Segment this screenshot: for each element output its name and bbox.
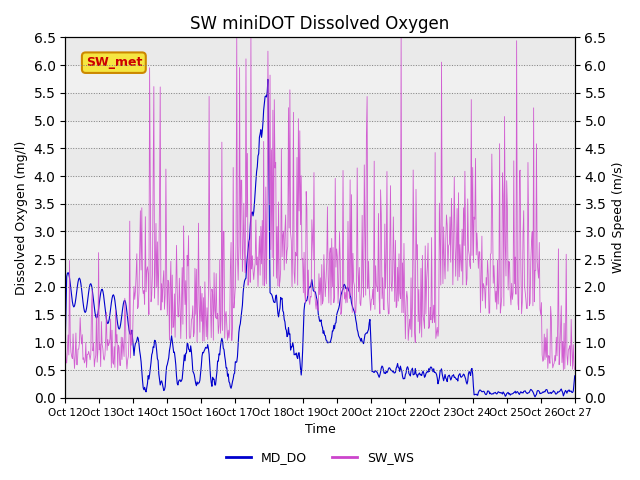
Bar: [65, 370, 575, 398]
MD_DO: [123, 309, 131, 315]
Text: SW_met: SW_met: [86, 56, 142, 69]
MD_DO: [531, 394, 539, 400]
SW_WS: [175, 314, 182, 320]
SW_WS: [233, 35, 241, 40]
MD_DO: [70, 303, 78, 309]
X-axis label: Time: Time: [305, 423, 335, 436]
SW_WS: [559, 367, 567, 373]
MD_DO: [202, 345, 209, 350]
Line: SW_WS: SW_WS: [65, 37, 575, 370]
Legend: MD_DO, SW_WS: MD_DO, SW_WS: [221, 446, 419, 469]
Bar: [65, 315, 575, 342]
Bar: [65, 204, 575, 231]
MD_DO: [175, 378, 182, 384]
Y-axis label: Wind Speed (m/s): Wind Speed (m/s): [612, 162, 625, 274]
Line: MD_DO: MD_DO: [65, 79, 575, 397]
Y-axis label: Dissolved Oxygen (mg/l): Dissolved Oxygen (mg/l): [15, 141, 28, 295]
SW_WS: [70, 366, 78, 372]
SW_WS: [123, 366, 131, 372]
MD_DO: [397, 366, 405, 372]
Bar: [65, 259, 575, 287]
Bar: [65, 93, 575, 120]
MD_DO: [383, 368, 390, 374]
SW_WS: [383, 258, 390, 264]
MD_DO: [264, 76, 272, 82]
SW_WS: [571, 367, 579, 372]
SW_WS: [202, 311, 209, 317]
Bar: [65, 148, 575, 176]
Title: SW miniDOT Dissolved Oxygen: SW miniDOT Dissolved Oxygen: [190, 15, 450, 33]
MD_DO: [61, 337, 69, 343]
SW_WS: [397, 35, 405, 40]
MD_DO: [571, 373, 579, 379]
SW_WS: [61, 341, 69, 347]
Bar: [65, 37, 575, 65]
